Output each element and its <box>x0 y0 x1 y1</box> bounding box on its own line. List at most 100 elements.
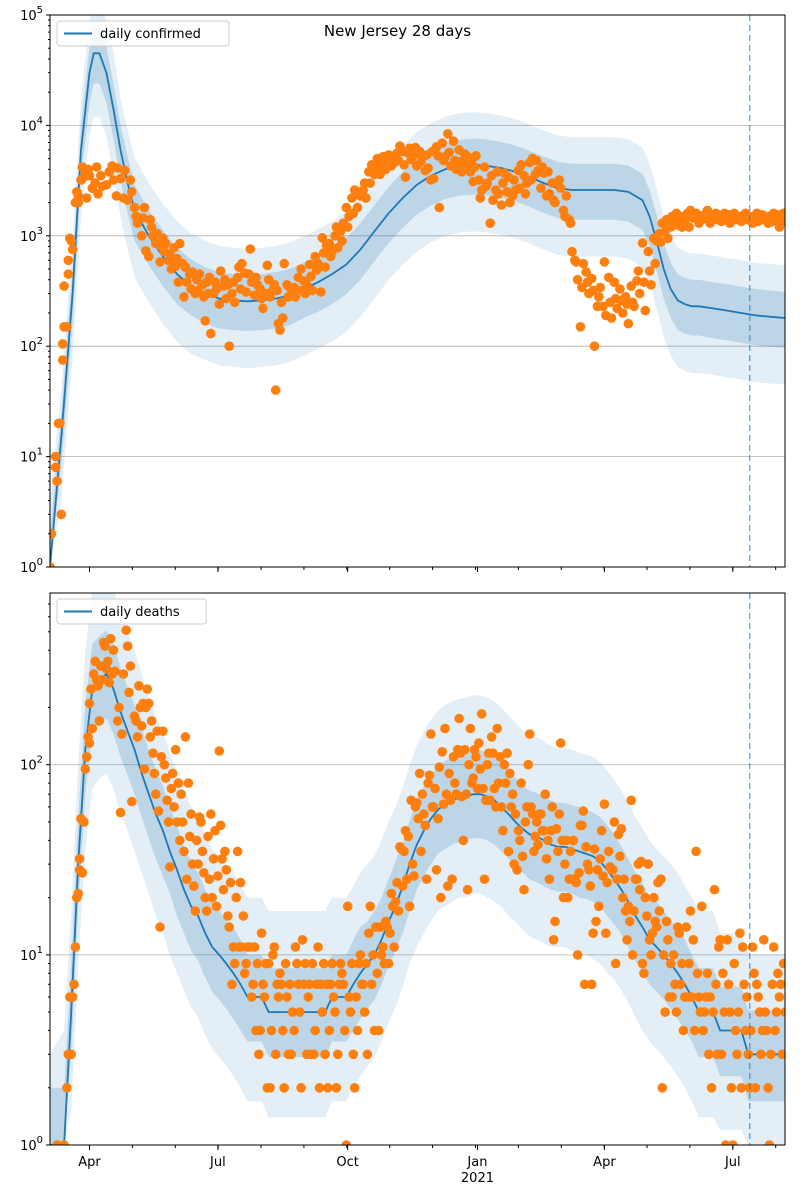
observed-point <box>390 897 401 907</box>
observed-point <box>626 795 636 806</box>
observed-point <box>615 284 625 294</box>
observed-point <box>344 992 354 1002</box>
observed-point <box>732 1049 742 1060</box>
observed-point <box>170 744 181 755</box>
legend-box <box>56 598 207 625</box>
observed-point <box>586 273 597 284</box>
observed-point <box>687 992 697 1002</box>
observed-point <box>746 1025 756 1036</box>
plot-area <box>50 15 785 567</box>
observed-point <box>351 992 361 1002</box>
observed-point <box>445 795 456 806</box>
observed-point <box>729 958 739 969</box>
observed-point <box>567 246 577 257</box>
observed-point <box>440 723 450 734</box>
observed-point <box>601 928 611 938</box>
y-tick-label: 101 <box>20 945 43 964</box>
observed-point <box>667 992 677 1002</box>
observed-point <box>492 723 503 734</box>
y-tick-label: 100 <box>20 1135 43 1154</box>
observed-point <box>737 942 748 952</box>
observed-point <box>634 884 645 895</box>
observed-point <box>110 666 120 677</box>
observed-point <box>278 313 288 323</box>
observed-point <box>632 874 642 884</box>
observed-point <box>127 796 137 807</box>
observed-point <box>160 773 171 783</box>
observed-point <box>428 802 439 812</box>
observed-point <box>169 802 179 812</box>
observed-point <box>627 950 638 960</box>
observed-point <box>575 322 586 332</box>
observed-point <box>713 942 724 952</box>
observed-point <box>399 846 409 857</box>
observed-point <box>167 768 178 779</box>
observed-point <box>153 806 164 816</box>
observed-point <box>602 877 612 888</box>
observed-point <box>588 928 598 938</box>
observed-point <box>603 846 614 857</box>
observed-point <box>641 911 652 921</box>
observed-point <box>125 661 136 671</box>
observed-point <box>66 236 76 246</box>
observed-point <box>197 846 208 857</box>
observed-point <box>59 1140 69 1145</box>
observed-point <box>503 846 514 857</box>
observed-point <box>108 645 119 655</box>
observed-point <box>320 1049 330 1060</box>
observed-point <box>599 799 610 809</box>
observed-point <box>438 799 449 809</box>
legend-label: daily deaths <box>100 605 180 620</box>
observed-point <box>199 868 209 878</box>
observed-point <box>330 1007 340 1017</box>
observed-point <box>431 865 442 875</box>
plot-frame <box>49 14 786 568</box>
observed-point <box>421 874 432 884</box>
x-tick-label: Apr <box>78 1155 101 1170</box>
observed-point <box>665 958 676 969</box>
observed-point <box>221 865 232 875</box>
observed-point <box>723 979 734 990</box>
observed-point <box>444 147 455 158</box>
observed-point <box>52 476 62 486</box>
observed-point <box>224 922 234 932</box>
observed-point <box>193 859 203 869</box>
observed-point <box>778 208 785 219</box>
observed-point <box>67 992 78 1002</box>
observed-point <box>84 170 95 181</box>
observed-point <box>81 752 92 762</box>
observed-point <box>227 979 237 990</box>
observed-point <box>263 958 274 969</box>
observed-point <box>660 1007 670 1017</box>
observed-point <box>709 884 720 895</box>
observed-point <box>763 1083 773 1093</box>
observed-point <box>341 202 352 213</box>
observed-point <box>79 817 89 827</box>
observed-point <box>112 716 123 726</box>
observed-point <box>540 789 550 799</box>
observed-point <box>50 529 57 539</box>
observed-point <box>63 255 74 266</box>
observed-point <box>163 817 174 827</box>
observed-point <box>310 1025 321 1036</box>
observed-point <box>342 222 353 232</box>
observed-point <box>681 922 691 932</box>
observed-point <box>733 1007 744 1017</box>
observed-point <box>409 871 419 881</box>
observed-point <box>121 625 131 635</box>
observed-point <box>520 817 531 827</box>
observed-point <box>318 958 329 969</box>
observed-point <box>340 1025 350 1036</box>
observed-point <box>347 193 357 203</box>
observed-point <box>246 992 257 1002</box>
observed-point <box>530 831 541 842</box>
observed-point <box>184 831 195 842</box>
observed-point <box>323 1083 333 1093</box>
y-tick-label: 103 <box>20 226 43 245</box>
observed-point <box>436 892 446 903</box>
observed-point <box>752 979 762 990</box>
observed-point <box>155 257 165 267</box>
observed-point <box>685 906 696 916</box>
observed-point <box>206 809 216 819</box>
observed-point <box>372 968 383 979</box>
